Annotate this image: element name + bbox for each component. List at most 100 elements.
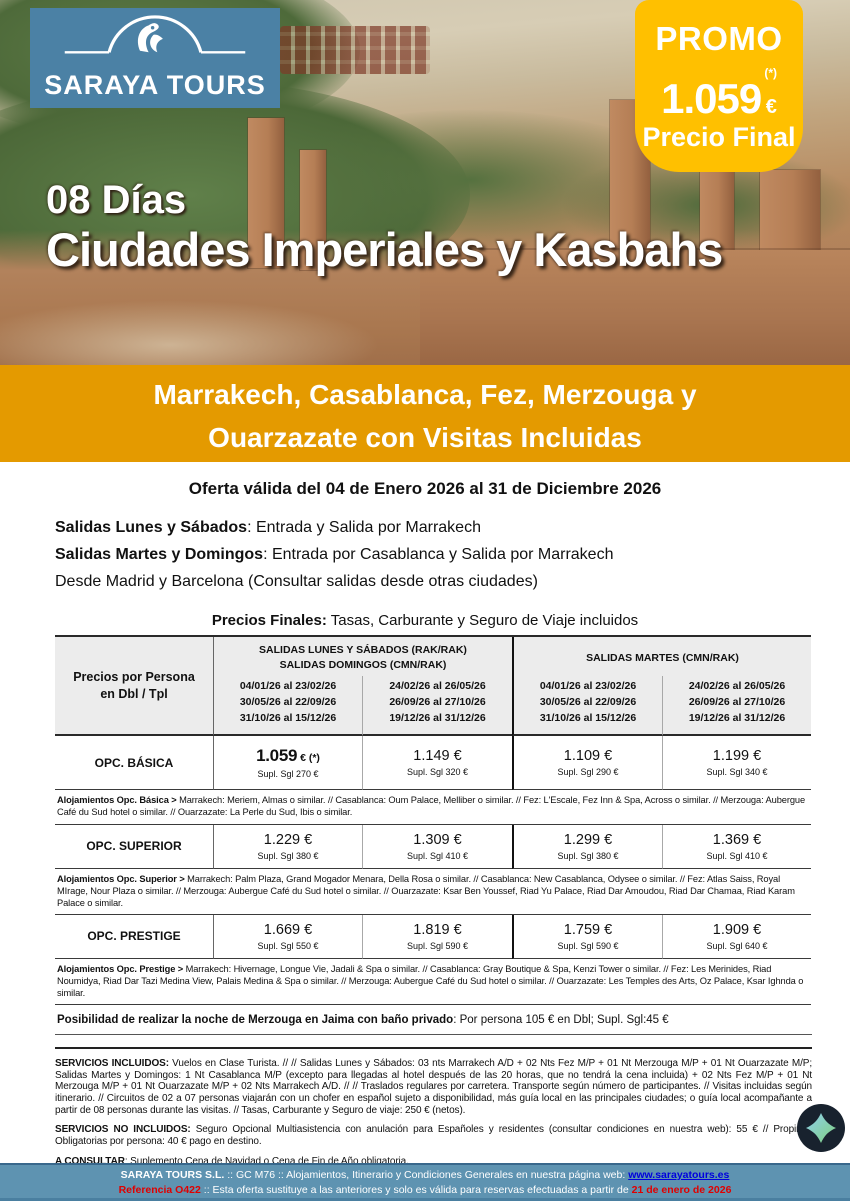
price-amount: 1.669 € — [263, 921, 313, 938]
row-prestige-price-3: 1.759 € Supl. Sgl 590 € — [512, 914, 662, 959]
services-not-included-body: Seguro Opcional Multiasistencia con anul… — [55, 1124, 812, 1148]
logo-brand-text: SARAYA TOURS — [44, 70, 266, 100]
hotels-list: Marrakech: Meriem, Almas o similar. // C… — [57, 795, 806, 818]
footer-line-1-text: :: GC M76 :: Alojamientos, Itinerario y … — [224, 1169, 629, 1181]
price-amount: 1.149 € — [413, 748, 462, 765]
row-prestige-hotels: Alojamientos Opc. Prestige > Marrakech: … — [55, 959, 811, 1005]
row-basica-label: OPC. BÁSICA — [55, 736, 213, 791]
single-supplement: Supl. Sgl 410 € — [406, 850, 469, 861]
footer-line-2: Referencia O422 :: Esta oferta sustituye… — [0, 1183, 850, 1198]
saraya-tours-logo: SARAYA TOURS — [30, 8, 280, 108]
final-prices-note-rest: Tasas, Carburante y Seguro de Viaje incl… — [326, 611, 639, 629]
departure-line-1-rest: : Entrada y Salida por Marrakech — [247, 519, 481, 536]
hotels-lead: Alojamientos Opc. Superior > — [57, 873, 185, 884]
promo-amount: 1.059 — [661, 75, 762, 122]
jaima-note: Posibilidad de realizar la noche de Merz… — [55, 1005, 812, 1035]
footer-company: SARAYA TOURS S.L. — [120, 1169, 225, 1181]
footer-bar: SARAYA TOURS S.L. :: GC M76 :: Alojamien… — [0, 1163, 850, 1201]
table-person-header: Precios por Persona en Dbl / Tpl — [55, 636, 213, 737]
hero-days: 08 Días — [46, 178, 187, 222]
row-superior-label: OPC. SUPERIOR — [55, 825, 213, 869]
single-supplement: Supl. Sgl 550 € — [257, 940, 319, 951]
cities-banner-line1: Marrakech, Casablanca, Fez, Merzouga y — [153, 379, 697, 410]
hero-title: Ciudades Imperiales y Kasbahs — [46, 223, 723, 276]
hotels-list: Marrakech: Palm Plaza, Grand Mogador Men… — [57, 873, 795, 908]
services-included-body: Vuelos en Clase Turista. // // Salidas L… — [55, 1058, 812, 1116]
kasbah-decor — [300, 150, 326, 270]
single-supplement: Supl. Sgl 380 € — [557, 850, 619, 861]
price-suffix: € (*) — [300, 752, 320, 765]
row-basica-price-2: 1.149 € Supl. Sgl 320 € — [362, 736, 512, 791]
departure-line-2: Salidas Martes y Domingos: Entrada por C… — [55, 542, 810, 569]
hotels-lead: Alojamientos Opc. Prestige > — [57, 963, 184, 974]
row-superior-price-4: 1.369 € Supl. Sgl 410 € — [662, 824, 811, 869]
row-prestige-price-2: 1.819 € Supl. Sgl 590 € — [362, 914, 512, 959]
departure-line-2-bold: Salidas Martes y Domingos — [55, 545, 264, 563]
single-supplement: Supl. Sgl 340 € — [706, 767, 768, 778]
single-supplement: Supl. Sgl 640 € — [706, 940, 768, 951]
single-supplement: Supl. Sgl 320 € — [406, 767, 469, 778]
price-amount: 1.759 € — [563, 921, 613, 938]
footer-reference: Referencia O422 — [118, 1184, 201, 1196]
final-prices-note-bold: Precios Finales: — [211, 611, 327, 629]
kasbah-decor — [248, 118, 284, 268]
price-amount: 1.909 € — [712, 921, 762, 938]
row-prestige-price-1: 1.669 € Supl. Sgl 550 € — [213, 914, 362, 959]
row-superior-price-2: 1.309 € Supl. Sgl 410 € — [362, 824, 512, 869]
row-basica-price-3: 1.109 € Supl. Sgl 290 € — [512, 736, 662, 791]
promo-price: 1.059 € — [635, 78, 803, 120]
promo-final-label: Precio Final — [642, 122, 796, 152]
price-amount: 1.819 € — [413, 921, 462, 938]
jaima-note-bold: Posibilidad de realizar la noche de Merz… — [57, 1014, 454, 1026]
star-widget-icon — [806, 1113, 836, 1143]
table-dates-col4: 24/02/26 al 26/05/26 26/09/26 al 27/10/2… — [662, 676, 811, 737]
single-supplement: Supl. Sgl 380 € — [257, 850, 319, 861]
departure-line-3: Desde Madrid y Barcelona (Consultar sali… — [55, 572, 538, 590]
departure-line-1: Salidas Lunes y Sábados: Entrada y Salid… — [55, 515, 810, 542]
price-amount: 1.299 € — [563, 831, 613, 848]
cities-banner: Marrakech, Casablanca, Fez, Merzouga y O… — [0, 365, 850, 462]
price-amount: 1.309 € — [413, 831, 462, 848]
price-value: 1.059 € (*) — [256, 746, 320, 766]
price-amount: 1.109 € — [563, 748, 613, 765]
services-not-included: SERVICIOS NO INCLUIDOS: Seguro Opcional … — [55, 1124, 812, 1147]
table-dates-col3: 04/01/26 al 23/02/26 30/05/26 al 22/09/2… — [512, 676, 662, 737]
table-group-tuesday-header: SALIDAS MARTES (CMN/RAK) — [512, 636, 811, 677]
services-not-included-title: SERVICIOS NO INCLUIDOS: — [55, 1124, 191, 1136]
single-supplement: Supl. Sgl 590 € — [557, 940, 619, 951]
to-consult: A CONSULTAR: Suplemento Cena de Navidad … — [55, 1156, 812, 1168]
departure-line-1-bold: Salidas Lunes y Sábados — [55, 519, 248, 536]
row-basica-price-4: 1.199 € Supl. Sgl 340 € — [662, 736, 811, 791]
to-consult-body: : Suplemento Cena de Navidad o Cena de F… — [124, 1155, 409, 1167]
floating-widget-button[interactable] — [797, 1104, 845, 1152]
to-consult-title: A CONSULTAR — [55, 1155, 125, 1167]
row-superior-price-3: 1.299 € Supl. Sgl 380 € — [512, 824, 662, 869]
price-amount: 1.369 € — [712, 831, 762, 848]
single-supplement: Supl. Sgl 590 € — [406, 940, 469, 951]
row-prestige-label: OPC. PRESTIGE — [55, 915, 213, 959]
row-superior-price-1: 1.229 € Supl. Sgl 380 € — [213, 824, 362, 869]
services-included-title: SERVICIOS INCLUIDOS: — [55, 1058, 169, 1069]
row-superior-hotels: Alojamientos Opc. Superior > Marrakech: … — [55, 869, 811, 915]
single-supplement: Supl. Sgl 270 € — [257, 769, 319, 780]
services-included: SERVICIOS INCLUIDOS: Vuelos en Clase Tur… — [55, 1058, 812, 1116]
departure-line-2-rest: : Entrada por Casablanca y Salida por Ma… — [263, 545, 614, 563]
single-supplement: Supl. Sgl 290 € — [557, 767, 619, 778]
promo-currency: € — [765, 96, 777, 118]
promo-label: PROMO — [655, 20, 783, 57]
single-supplement: Supl. Sgl 410 € — [706, 850, 768, 861]
row-basica-hotels: Alojamientos Opc. Básica > Marrakech: Me… — [55, 790, 811, 825]
field-plots-decor — [280, 26, 430, 74]
footer-line-1: SARAYA TOURS S.L. :: GC M76 :: Alojamien… — [0, 1168, 850, 1183]
row-basica-price-1: 1.059 € (*) Supl. Sgl 270 € — [213, 736, 362, 791]
cities-banner-line2: Ouarzazate con Visitas Incluidas — [208, 422, 642, 454]
footer-website-link[interactable]: www.sarayatours.es — [628, 1169, 730, 1181]
footer-line-2-text: :: Esta oferta sustituye a las anteriore… — [200, 1184, 632, 1196]
table-group-monsat-header: SALIDAS LUNES Y SÁBADOS (RAK/RAK) SALIDA… — [213, 636, 512, 677]
final-prices-note: Precios Finales: Tasas, Carburante y Seg… — [0, 612, 850, 629]
jaima-note-rest: : Por persona 105 € en Dbl; Supl. Sgl:45… — [453, 1014, 669, 1026]
promo-asterisk: (*) — [764, 66, 777, 80]
hero-photo: SARAYA TOURS PROMO (*) 1.059 € Precio Fi… — [0, 0, 850, 365]
hotels-lead: Alojamientos Opc. Básica > — [57, 795, 177, 806]
